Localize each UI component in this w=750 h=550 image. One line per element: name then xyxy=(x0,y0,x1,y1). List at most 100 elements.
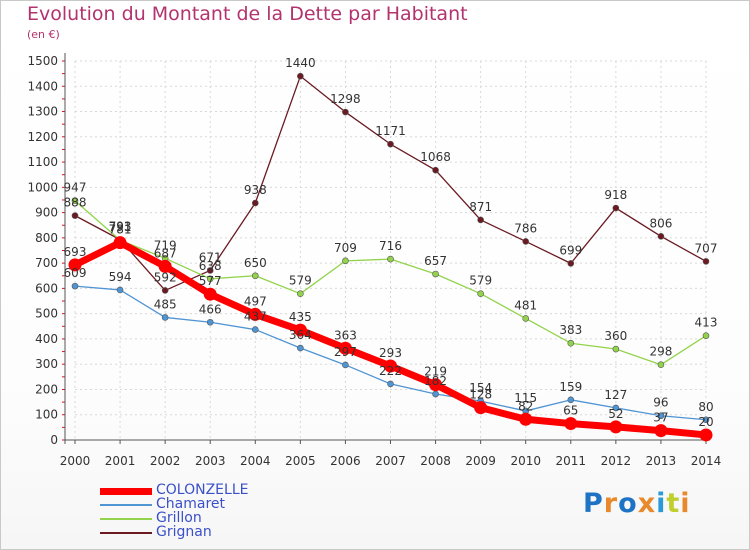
x-tick-label: 2006 xyxy=(330,454,361,468)
y-tick-label: 200 xyxy=(35,382,58,396)
data-label-colonzelle: 687 xyxy=(154,246,177,260)
y-tick-label: 500 xyxy=(35,307,58,321)
data-label-colonzelle: 781 xyxy=(109,223,132,237)
legend-label-colonzelle: COLONZELLE xyxy=(156,482,249,498)
data-point-grignan xyxy=(477,216,484,224)
y-tick-label: 1400 xyxy=(27,79,58,93)
data-point-grignan xyxy=(342,108,349,116)
x-tick-label: 2013 xyxy=(646,454,677,468)
logo-letter: i xyxy=(656,488,667,519)
data-point-colonzelle xyxy=(609,420,623,434)
data-point-colonzelle xyxy=(113,236,127,250)
data-label-chamaret: 115 xyxy=(514,391,537,405)
legend: COLONZELLE Chamaret Grillon Grignan xyxy=(100,482,300,540)
data-point-grillon xyxy=(477,290,484,298)
data-point-grignan xyxy=(297,72,304,80)
data-label-grillon: 579 xyxy=(469,274,492,288)
data-point-colonzelle xyxy=(564,417,578,431)
logo-letter: r xyxy=(603,488,619,519)
x-tick-label: 2004 xyxy=(240,454,271,468)
data-point-colonzelle xyxy=(248,307,262,321)
data-label-chamaret: 594 xyxy=(109,270,132,284)
legend-swatch-grignan xyxy=(100,532,152,534)
data-point-grillon xyxy=(522,315,530,322)
data-label-grillon: 360 xyxy=(604,329,627,343)
data-label-colonzelle: 52 xyxy=(608,407,623,421)
data-label-grillon: 947 xyxy=(64,181,87,195)
data-point-grignan xyxy=(657,233,665,240)
data-label-chamaret: 154 xyxy=(469,381,492,395)
data-point-grillon xyxy=(71,197,79,205)
x-tick-label: 2005 xyxy=(285,454,316,468)
chart-unit-label: (en €) xyxy=(27,28,60,41)
data-label-chamaret: 127 xyxy=(604,388,627,402)
data-label-colonzelle: 219 xyxy=(424,365,447,379)
data-label-colonzelle: 693 xyxy=(64,245,87,259)
y-tick-label: 1300 xyxy=(27,105,58,119)
x-tick-label: 2007 xyxy=(375,454,406,468)
data-label-grignan: 786 xyxy=(514,221,537,235)
data-label-grillon: 657 xyxy=(424,254,447,268)
data-point-grillon xyxy=(342,257,349,265)
data-label-grignan: 1068 xyxy=(420,150,451,164)
logo-letter: i xyxy=(680,488,691,519)
data-point-chamaret xyxy=(567,396,575,404)
logo-letter: P xyxy=(583,488,604,519)
data-label-grignan: 1171 xyxy=(375,124,406,138)
data-label-grignan: 1440 xyxy=(285,56,316,70)
axis-layer: 0 100 200 300 400 500 600 700 800 900 1000 1100 1200… xyxy=(27,53,721,468)
data-point-colonzelle xyxy=(474,401,488,415)
data-label-colonzelle: 65 xyxy=(563,404,578,418)
y-tick-label: 0 xyxy=(50,433,58,447)
legend-swatch-grillon xyxy=(100,518,152,520)
data-point-grignan xyxy=(251,199,259,207)
data-point-colonzelle xyxy=(158,259,172,273)
data-label-grillon: 298 xyxy=(649,345,672,359)
data-point-chamaret xyxy=(702,416,710,424)
data-label-grignan: 699 xyxy=(559,243,582,257)
data-label-grillon: 791 xyxy=(109,220,132,234)
legend-label-chamaret: Chamaret xyxy=(156,496,225,512)
legend-item-grignan: Grignan xyxy=(100,524,300,540)
data-point-grillon xyxy=(251,272,259,280)
data-label-grignan: 888 xyxy=(64,196,87,210)
data-label-chamaret: 222 xyxy=(379,364,402,378)
data-point-chamaret xyxy=(206,318,214,326)
data-point-chamaret xyxy=(116,286,124,294)
y-tick-label: 1500 xyxy=(27,54,58,68)
data-point-chamaret xyxy=(161,314,169,321)
data-point-chamaret xyxy=(297,344,304,352)
data-label-grignan: 806 xyxy=(649,216,672,230)
data-label-chamaret: 297 xyxy=(334,345,357,359)
data-label-chamaret: 182 xyxy=(424,374,447,388)
x-tick-label: 2008 xyxy=(420,454,451,468)
data-label-grillon: 709 xyxy=(334,241,357,255)
proxiti-logo: Proxiti xyxy=(583,488,691,519)
data-point-colonzelle xyxy=(68,258,82,272)
data-point-grillon xyxy=(432,270,439,278)
x-tick-label: 2009 xyxy=(465,454,496,468)
data-point-grillon xyxy=(206,275,214,283)
data-point-grillon xyxy=(387,255,394,263)
x-tick-label: 2001 xyxy=(105,454,136,468)
data-point-chamaret xyxy=(432,390,439,398)
data-label-grignan: 592 xyxy=(154,270,177,284)
legend-item-grillon: Grillon xyxy=(100,510,300,526)
data-label-colonzelle: 82 xyxy=(518,399,533,413)
data-label-grignan: 671 xyxy=(199,250,222,264)
data-label-chamaret: 609 xyxy=(64,266,87,280)
y-tick-label: 1200 xyxy=(27,130,58,144)
y-tick-label: 1100 xyxy=(27,155,58,169)
data-label-grignan: 918 xyxy=(604,188,627,202)
data-label-chamaret: 485 xyxy=(154,297,177,311)
data-label-colonzelle: 577 xyxy=(199,274,222,288)
x-tick-label: 2002 xyxy=(150,454,181,468)
data-label-colonzelle: 128 xyxy=(469,388,492,402)
data-label-colonzelle: 497 xyxy=(244,294,267,308)
data-point-grignan xyxy=(522,238,530,245)
data-point-grillon xyxy=(612,345,620,353)
y-tick-label: 600 xyxy=(35,281,58,295)
data-point-chamaret xyxy=(71,282,79,290)
data-point-colonzelle xyxy=(654,424,668,438)
